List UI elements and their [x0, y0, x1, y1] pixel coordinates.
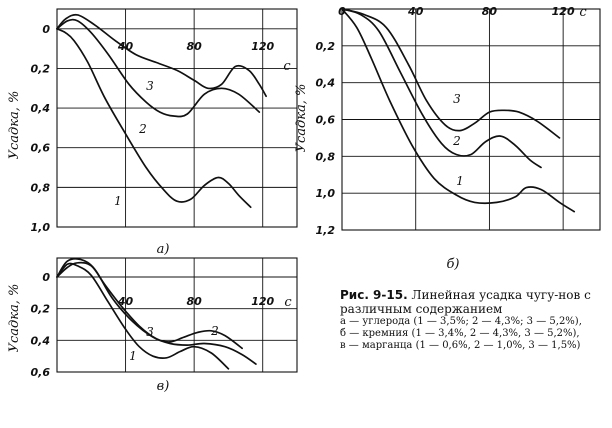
series-label-2: 2 — [452, 134, 461, 148]
y-tick-label: 0,4 — [31, 102, 51, 115]
caption-item-b: б — кремния (1 — 3,4%, 2 — 4,3%, 3 — 5,2… — [340, 328, 580, 339]
y-tick-label: 0,2 — [31, 303, 51, 316]
y-tick-label: 0,6 — [31, 142, 51, 155]
y-tick-label: 0,8 — [316, 150, 336, 163]
y-tick-label: 0 — [42, 271, 50, 284]
x-tick-label: 120 — [251, 40, 274, 53]
y-tick-label: 0,4 — [31, 334, 51, 347]
y-tick-label: 1,0 — [316, 187, 336, 200]
series-line-1 — [56, 27, 252, 209]
chart-panel-2: 0 40 80 120 0,2 0,4 0,6 0,8 1,0 1,2 с Усадка, % 1 2 3 б… — [294, 5, 601, 272]
caption-title-text: Линейная усадка чугу-нов с различным сод… — [340, 288, 591, 316]
series-line-2 — [56, 18, 261, 118]
y-axis-label: Усадка, % — [7, 284, 22, 353]
y-axis-label: Усадка, % — [7, 91, 22, 160]
series-line-3 — [341, 8, 561, 139]
y-tick-label: 0,6 — [316, 114, 336, 127]
series-line-3 — [56, 257, 257, 365]
caption-figure-number: Рис. 9-15. — [340, 288, 408, 302]
plot-frame — [56, 257, 298, 373]
series-line-1 — [56, 262, 230, 370]
series-label-1: 1 — [456, 174, 464, 188]
series-label-3: 3 — [453, 92, 461, 106]
series-label-3: 3 — [146, 79, 154, 93]
series-line-2 — [341, 8, 542, 169]
caption-title: Рис. 9-15. Линейная усадка чугу-нов с ра… — [340, 288, 608, 316]
x-tick-label: 120 — [251, 295, 274, 308]
x-axis-unit: с — [579, 5, 587, 20]
x-tick-label: 120 — [552, 5, 575, 18]
series-label-1: 1 — [114, 194, 122, 208]
y-tick-label: 1,0 — [31, 221, 51, 234]
plot-frame — [56, 8, 298, 228]
panel-label: в) — [157, 379, 170, 394]
series-label-1: 1 — [129, 349, 137, 363]
y-tick-label: 0,2 — [316, 40, 336, 53]
y-axis-label: Усадка, % — [294, 84, 309, 153]
y-tick-label: 0,4 — [316, 77, 336, 90]
series-label-3: 3 — [146, 325, 154, 339]
x-tick-label: 0 — [338, 5, 346, 18]
y-tick-label: 0,8 — [31, 181, 51, 194]
x-axis-unit: с — [283, 59, 291, 74]
caption-item-c: в — марганца (1 — 0,6%, 2 — 1,0%, 3 — 1,… — [340, 340, 581, 351]
panel-label: а) — [157, 242, 170, 257]
y-tick-label: 0,2 — [31, 62, 51, 75]
x-tick-label: 80 — [186, 295, 202, 308]
y-tick-label: 0 — [42, 23, 50, 36]
series-label-2: 2 — [210, 324, 219, 338]
series-label-2: 2 — [138, 122, 147, 136]
panel-label: б) — [446, 257, 459, 272]
y-tick-label: 1,2 — [316, 224, 336, 237]
x-tick-label: 80 — [482, 5, 498, 18]
series-line-3 — [56, 13, 267, 98]
x-tick-label: 40 — [407, 5, 424, 18]
y-tick-label: 0,6 — [31, 366, 51, 379]
caption-item-a: а — углерода (1 — 3,5%; 2 — 4,3%; 3 — 5,… — [340, 316, 582, 327]
x-tick-label: 80 — [186, 40, 202, 53]
series-line-1 — [341, 8, 576, 213]
figure-caption: Рис. 9-15. Линейная усадка чугу-нов с ра… — [340, 288, 608, 352]
x-axis-unit: с — [284, 295, 292, 310]
